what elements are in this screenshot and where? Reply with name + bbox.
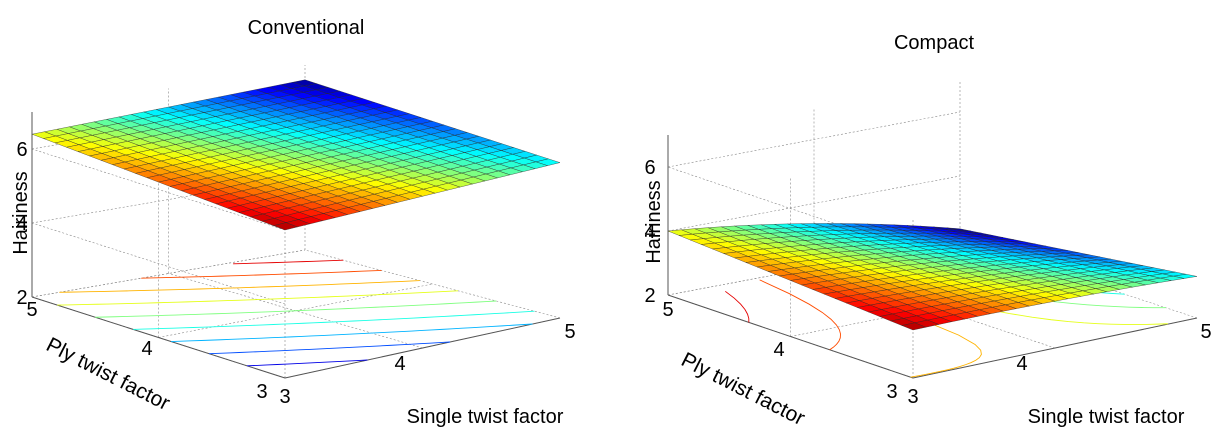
x-tick-label: 5 [1200, 321, 1211, 343]
surface-mesh [667, 223, 1198, 331]
x-tick-label: 5 [564, 321, 575, 343]
y-tick-label: 3 [886, 381, 897, 403]
y-tick-label: 5 [26, 299, 37, 321]
z-tick-label: 2 [16, 287, 27, 309]
y-tick-label: 3 [256, 381, 267, 403]
z-axis-label: Hairiness [643, 180, 665, 263]
x-tick-label: 3 [279, 386, 290, 408]
z-tick-label: 2 [644, 285, 655, 307]
chart-title: Compact [894, 32, 974, 54]
y-axis-label: Ply twist factor [42, 333, 173, 415]
compact-panel: 2 4 6 3 4 5 3 4 5 Compact Hairiness Ply twist fa… [643, 32, 1212, 430]
tick-labels: 2 4 6 3 4 5 3 4 5 [16, 139, 575, 408]
z-tick-label: 6 [644, 157, 655, 179]
y-tick-label: 4 [773, 339, 784, 361]
contour-projection [57, 259, 535, 367]
x-tick-label: 3 [907, 386, 918, 408]
x-tick-label: 4 [394, 353, 405, 375]
z-axis-label: Hairiness [10, 171, 32, 254]
conventional-panel: 2 4 6 3 4 5 3 4 5 Conventional Hairiness Ply twi… [10, 17, 576, 428]
x-tick-label: 4 [1016, 353, 1027, 375]
x-axis-label: Single twist factor [1028, 406, 1185, 428]
y-axis-label: Ply twist factor [677, 348, 808, 430]
tick-labels: 2 4 6 3 4 5 3 4 5 [644, 157, 1211, 408]
y-tick-label: 4 [141, 338, 152, 360]
chart-title: Conventional [248, 17, 365, 39]
x-axis-label: Single twist factor [407, 406, 564, 428]
surface-mesh [31, 79, 561, 231]
y-tick-label: 5 [662, 299, 673, 321]
z-tick-label: 4 [644, 221, 655, 243]
z-tick-label: 6 [16, 139, 27, 161]
z-tick-label: 4 [16, 213, 27, 235]
